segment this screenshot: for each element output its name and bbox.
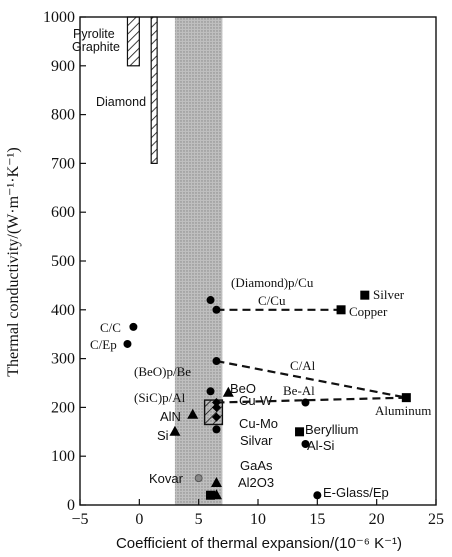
label-aln: AlN bbox=[160, 409, 181, 424]
dashed-link bbox=[216, 396, 407, 404]
label-silvar: Silvar bbox=[240, 433, 273, 448]
label-diamondcu: (Diamond)p/Cu bbox=[231, 275, 314, 290]
label-ccu: C/Cu bbox=[258, 293, 286, 308]
x-axis-label: Coefficient of thermal expansion/(10⁻⁶ K… bbox=[116, 535, 402, 552]
data-point bbox=[360, 290, 370, 300]
plot-frame bbox=[79, 16, 437, 506]
x-tick-label: 0 bbox=[135, 511, 143, 528]
label-graphite: Graphite bbox=[72, 40, 120, 54]
hatched-bar bbox=[150, 16, 158, 164]
y-tick-label: 300 bbox=[51, 351, 75, 368]
label-beal: Be-Al bbox=[283, 383, 315, 398]
data-point bbox=[222, 386, 234, 397]
label-aluminum: Aluminum bbox=[375, 403, 431, 418]
y-tick-label: 400 bbox=[51, 302, 75, 319]
label-cep: C/Ep bbox=[90, 337, 117, 352]
y-axis-label: Thermal conductivity/(W·m⁻¹·K⁻¹) bbox=[5, 147, 22, 377]
data-point bbox=[206, 490, 216, 500]
data-point bbox=[211, 402, 221, 412]
data-point bbox=[187, 408, 199, 419]
label-copper: Copper bbox=[349, 304, 388, 319]
y-tick-label: 1000 bbox=[43, 9, 75, 26]
x-tick-label: 10 bbox=[250, 511, 266, 528]
label-si: Si bbox=[157, 428, 169, 443]
y-tick-label: 700 bbox=[51, 155, 75, 172]
y-tick-label: 200 bbox=[51, 399, 75, 416]
dashed-link bbox=[216, 359, 407, 399]
x-tick-label: 15 bbox=[309, 511, 325, 528]
data-point bbox=[210, 477, 222, 488]
y-tick-label: 900 bbox=[51, 58, 75, 75]
x-tick-label: −5 bbox=[71, 511, 88, 528]
label-al2o3: Al2O3 bbox=[238, 475, 274, 490]
data-point bbox=[212, 357, 221, 366]
label-kovar: Kovar bbox=[149, 471, 184, 486]
label-alsi: Al-Si bbox=[307, 438, 335, 453]
dashed-links bbox=[216, 308, 407, 404]
x-tick-label: 5 bbox=[195, 511, 203, 528]
x-tick-label: 20 bbox=[369, 511, 385, 528]
x-tick-label: 25 bbox=[428, 511, 444, 528]
hatched-bars bbox=[126, 16, 158, 164]
data-point bbox=[301, 398, 310, 407]
data-point bbox=[211, 398, 221, 408]
data-point bbox=[211, 412, 221, 422]
label-beryllium: Beryllium bbox=[305, 422, 358, 437]
data-point bbox=[301, 440, 310, 448]
hatched-bar bbox=[126, 16, 140, 67]
label-silver: Silver bbox=[373, 287, 405, 302]
y-tick-label: 500 bbox=[51, 253, 75, 270]
x-axis-ticks: −5 0 5 10 15 20 25 bbox=[71, 499, 444, 528]
label-cc: C/C bbox=[100, 320, 121, 335]
data-point bbox=[129, 322, 138, 331]
data-point bbox=[212, 305, 221, 314]
y-axis-ticks: 0 100 200 300 400 500 600 700 800 900 1000 bbox=[43, 9, 86, 514]
y-tick-label: 0 bbox=[67, 497, 75, 514]
y-tick-label: 100 bbox=[51, 448, 75, 465]
label-gaas: GaAs bbox=[240, 458, 273, 473]
y-tick-label: 800 bbox=[51, 107, 75, 124]
label-eglass: E-Glass/Ep bbox=[323, 485, 389, 500]
label-beo: BeO bbox=[230, 381, 256, 396]
data-point bbox=[123, 339, 132, 348]
label-cal: C/Al bbox=[290, 358, 316, 373]
label-pyrolite: Pyrolite bbox=[73, 27, 115, 41]
y-tick-label: 600 bbox=[51, 204, 75, 221]
data-point bbox=[169, 425, 181, 436]
label-sical: (SiC)p/Al bbox=[134, 390, 186, 405]
label-diamond: Diamond bbox=[96, 95, 146, 109]
data-point bbox=[401, 393, 411, 403]
data-point bbox=[206, 296, 215, 305]
label-beobe: (BeO)p/Be bbox=[134, 364, 191, 379]
label-cuw: Cu-W bbox=[239, 393, 273, 408]
data-point bbox=[295, 427, 305, 437]
label-cumo: Cu-Mo bbox=[239, 416, 278, 431]
data-point bbox=[336, 305, 346, 315]
data-point bbox=[313, 491, 322, 500]
data-point bbox=[206, 387, 215, 396]
data-points bbox=[123, 290, 411, 500]
data-point bbox=[212, 425, 221, 434]
data-point bbox=[194, 474, 203, 483]
